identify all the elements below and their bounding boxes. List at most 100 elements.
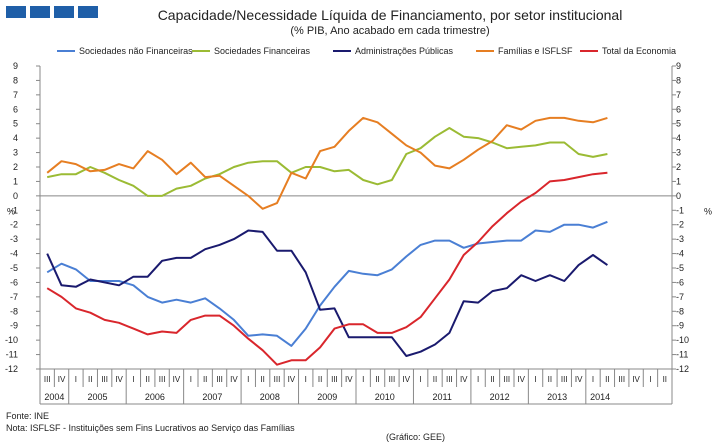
quarter-label: IV [345, 375, 353, 384]
year-label: 2010 [375, 392, 395, 402]
quarter-label: I [75, 375, 77, 384]
footnote: Nota: ISFLSF - Instituições sem Fins Luc… [6, 423, 295, 433]
quarter-label: I [362, 375, 364, 384]
quarter-label: II [375, 375, 379, 384]
quarter-label: III [389, 375, 396, 384]
quarter-label: I [477, 375, 479, 384]
quarter-label: III [274, 375, 281, 384]
quarter-label: I [649, 375, 651, 384]
quarter-label: II [260, 375, 264, 384]
quarter-label: IV [460, 375, 468, 384]
institution-logo [6, 6, 98, 18]
y-tick-label-right: -8 [676, 306, 684, 316]
year-label: 2014 [590, 392, 610, 402]
series-line [46, 116, 608, 210]
quarter-label: III [159, 375, 166, 384]
y-tick-label-right: 4 [676, 133, 681, 143]
quarter-label: II [318, 375, 322, 384]
y-tick-label-right: -7 [676, 292, 684, 302]
y-tick-label-left: -11 [6, 350, 18, 360]
y-tick-label-left: -5 [10, 263, 18, 273]
year-label: 2007 [202, 392, 222, 402]
y-tick-label-right: -1 [676, 205, 684, 215]
y-tick-label-left: -12 [5, 364, 18, 374]
year-label: 2012 [490, 392, 510, 402]
y-tick-label-right: -10 [676, 335, 689, 345]
y-tick-label-right: 6 [676, 104, 681, 114]
series-line [46, 171, 608, 366]
y-tick-label-left: -6 [10, 277, 18, 287]
quarter-label: I [190, 375, 192, 384]
series-line [46, 220, 608, 347]
y-tick-label-right: -11 [676, 350, 688, 360]
year-label: 2013 [547, 392, 567, 402]
quarter-label: III [101, 375, 108, 384]
quarter-label: IV [575, 375, 583, 384]
quarter-label: II [490, 375, 494, 384]
series-line [47, 127, 608, 197]
quarter-label: III [44, 375, 51, 384]
quarter-label: I [247, 375, 249, 384]
y-tick-label-left: -8 [10, 306, 18, 316]
quarter-label: III [446, 375, 453, 384]
quarter-label: IV [288, 375, 296, 384]
quarter-label: III [561, 375, 568, 384]
y-tick-label-right: 2 [676, 162, 681, 172]
logo-block-1 [6, 6, 26, 18]
legend-label: Total da Economia [602, 46, 676, 56]
y-tick-label-right: 9 [676, 61, 681, 71]
y-tick-label-right: -5 [676, 263, 684, 273]
y-tick-label-left: 5 [13, 119, 18, 129]
year-label: 2006 [145, 392, 165, 402]
quarter-label: II [146, 375, 150, 384]
quarter-label: II [88, 375, 92, 384]
y-tick-label-left: -3 [10, 234, 18, 244]
y-tick-label-right: 8 [676, 75, 681, 85]
y-tick-label-left: 2 [13, 162, 18, 172]
y-tick-label-left: -2 [10, 220, 18, 230]
y-tick-label-left: 4 [13, 133, 18, 143]
quarter-label: II [663, 375, 667, 384]
logo-block-3 [54, 6, 74, 18]
quarter-label: III [331, 375, 338, 384]
y-tick-label-left: 8 [13, 75, 18, 85]
quarter-label: I [132, 375, 134, 384]
quarter-label: IV [632, 375, 640, 384]
quarter-label: IV [517, 375, 525, 384]
y-tick-label-left: -10 [5, 335, 18, 345]
year-label: 2009 [317, 392, 337, 402]
logo-block-2 [30, 6, 50, 18]
y-tick-label-right: -9 [676, 321, 684, 331]
quarter-label: I [420, 375, 422, 384]
quarter-label: III [216, 375, 223, 384]
y-tick-label-right: -6 [676, 277, 684, 287]
year-label: 2008 [260, 392, 280, 402]
quarter-label: II [433, 375, 437, 384]
quarter-label: I [305, 375, 307, 384]
chart-title: Capacidade/Necessidade Líquida de Financ… [157, 7, 623, 23]
y-tick-label-left: 3 [13, 148, 18, 158]
chart-credit: (Gráfico: GEE) [386, 432, 446, 442]
y-tick-label-right: 1 [676, 176, 681, 186]
y-tick-label-right: 7 [676, 90, 681, 100]
y-tick-label-right: -2 [676, 220, 684, 230]
y-tick-label-left: -4 [10, 249, 18, 259]
quarter-label: IV [58, 375, 66, 384]
quarter-label: IV [230, 375, 238, 384]
y-axis-label-right: % [704, 207, 712, 217]
quarter-label: II [203, 375, 207, 384]
chart-subtitle: (% PIB, Ano acabado em cada trimestre) [290, 25, 490, 37]
quarter-label: IV [402, 375, 410, 384]
y-tick-label-right: -3 [676, 234, 684, 244]
y-tick-label-left: 0 [13, 191, 18, 201]
y-tick-label-right: 3 [676, 148, 681, 158]
y-tick-label-right: -12 [676, 364, 689, 374]
source-note: Fonte: INE [6, 411, 50, 421]
y-tick-label-left: 1 [13, 176, 18, 186]
quarter-label: IV [173, 375, 181, 384]
quarter-label: I [592, 375, 594, 384]
y-tick-label-left: 9 [13, 61, 18, 71]
y-tick-label-right: 0 [676, 191, 681, 201]
y-tick-label-right: -4 [676, 249, 684, 259]
